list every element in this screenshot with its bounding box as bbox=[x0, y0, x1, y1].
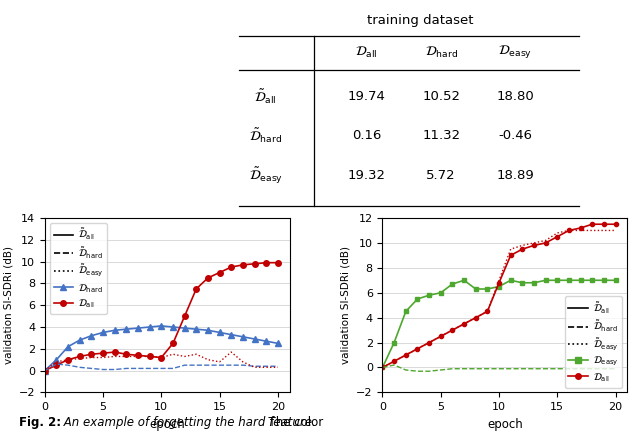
Text: 10.52: 10.52 bbox=[422, 90, 460, 103]
X-axis label: epoch: epoch bbox=[487, 418, 523, 431]
Text: 18.80: 18.80 bbox=[497, 90, 534, 103]
Y-axis label: validation SI-SDRi (dB): validation SI-SDRi (dB) bbox=[3, 246, 13, 364]
Text: An example of forgetting the hard feature.: An example of forgetting the hard featur… bbox=[60, 416, 316, 429]
Text: Fig. 2:: Fig. 2: bbox=[19, 416, 61, 429]
Text: 19.74: 19.74 bbox=[348, 90, 386, 103]
Text: $\mathcal{D}_{\mathrm{all}}$: $\mathcal{D}_{\mathrm{all}}$ bbox=[355, 44, 378, 60]
Text: $\tilde{\mathcal{D}}_{\mathrm{hard}}$: $\tilde{\mathcal{D}}_{\mathrm{hard}}$ bbox=[250, 127, 282, 145]
Text: $\mathcal{D}_{\mathrm{easy}}$: $\mathcal{D}_{\mathrm{easy}}$ bbox=[499, 44, 532, 61]
Text: $\tilde{\mathcal{D}}_{\mathrm{all}}$: $\tilde{\mathcal{D}}_{\mathrm{all}}$ bbox=[255, 87, 277, 106]
Text: $\tilde{\mathcal{D}}_{\mathrm{easy}}$: $\tilde{\mathcal{D}}_{\mathrm{easy}}$ bbox=[249, 165, 283, 186]
Text: 0.16: 0.16 bbox=[352, 129, 381, 143]
X-axis label: epoch: epoch bbox=[149, 418, 185, 431]
Text: 11.32: 11.32 bbox=[422, 129, 460, 143]
Text: 5.72: 5.72 bbox=[426, 169, 456, 182]
Text: 18.89: 18.89 bbox=[497, 169, 534, 182]
Text: -0.46: -0.46 bbox=[499, 129, 532, 143]
Legend: $\tilde{\mathcal{D}}_{\mathrm{all}}$, $\tilde{\mathcal{D}}_{\mathrm{hard}}$, $\t: $\tilde{\mathcal{D}}_{\mathrm{all}}$, $\… bbox=[564, 296, 622, 388]
Text: The color: The color bbox=[261, 416, 323, 429]
Text: $\mathcal{D}_{\mathrm{hard}}$: $\mathcal{D}_{\mathrm{hard}}$ bbox=[424, 44, 458, 60]
Legend: $\tilde{\mathcal{D}}_{\mathrm{all}}$, $\tilde{\mathcal{D}}_{\mathrm{hard}}$, $\t: $\tilde{\mathcal{D}}_{\mathrm{all}}$, $\… bbox=[50, 223, 108, 314]
Text: 19.32: 19.32 bbox=[348, 169, 386, 182]
Text: training dataset: training dataset bbox=[367, 14, 473, 27]
Y-axis label: validation SI-SDRi (dB): validation SI-SDRi (dB) bbox=[340, 246, 351, 364]
